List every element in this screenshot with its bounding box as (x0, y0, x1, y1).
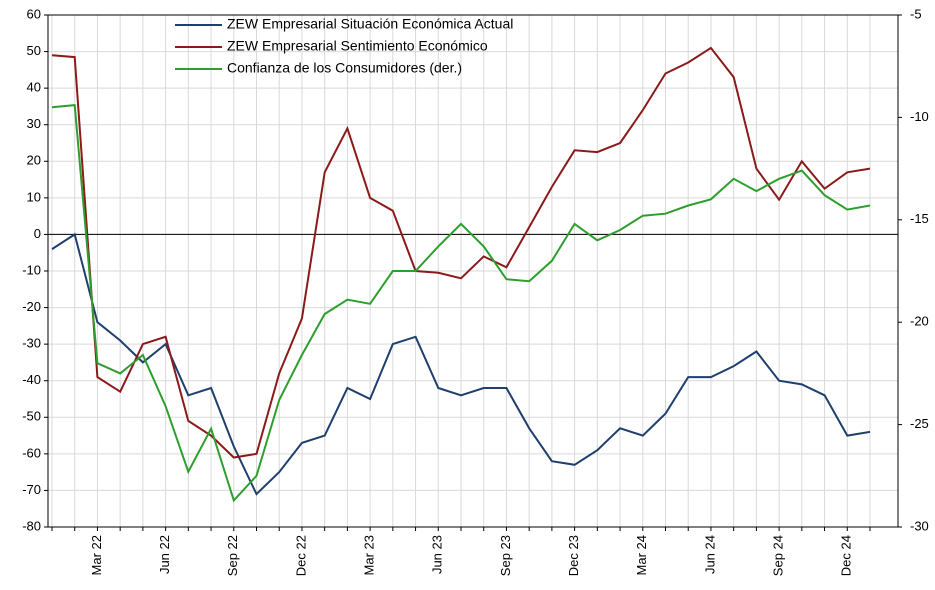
y-tick-label: 10 (27, 189, 41, 204)
y2-tick-label: -5 (910, 6, 922, 21)
y2-tick-label: -25 (910, 416, 929, 431)
legend-label: ZEW Empresarial Situación Económica Actu… (227, 16, 513, 32)
x-tick-label: Mar 24 (634, 535, 649, 575)
y-tick-label: -20 (22, 299, 41, 314)
x-tick-label: Sep 23 (498, 535, 513, 576)
legend-label: ZEW Empresarial Sentimiento Económico (227, 38, 488, 54)
x-tick-label: Mar 23 (362, 535, 377, 575)
y-tick-label: -80 (22, 518, 41, 533)
y-tick-label: 20 (27, 153, 41, 168)
y2-tick-label: -10 (910, 109, 929, 124)
x-tick-label: Jun 22 (157, 535, 172, 574)
y2-tick-label: -15 (910, 211, 929, 226)
x-tick-label: Sep 22 (225, 535, 240, 576)
plot-frame (47, 14, 899, 528)
y-tick-label: 60 (27, 6, 41, 21)
legend-label: Confianza de los Consumidores (der.) (227, 60, 462, 76)
x-tick-label: Jun 23 (430, 535, 445, 574)
y-tick-label: 40 (27, 80, 41, 95)
series-line (51, 232, 871, 496)
y-tick-label: -30 (22, 336, 41, 351)
x-tick-label: Mar 22 (89, 535, 104, 575)
x-tick-label: Dec 23 (566, 535, 581, 576)
y-tick-label: -50 (22, 409, 41, 424)
y-tick-label: -10 (22, 262, 41, 277)
y-tick-label: 30 (27, 116, 41, 131)
y-tick-label: -60 (22, 445, 41, 460)
y-tick-label: 0 (34, 226, 41, 241)
x-tick-label: Dec 22 (293, 535, 308, 576)
y2-tick-label: -20 (910, 314, 929, 329)
x-tick-label: Dec 24 (839, 535, 854, 576)
y-tick-label: -40 (22, 372, 41, 387)
x-tick-label: Jun 24 (702, 535, 717, 574)
x-tick-label: Sep 24 (771, 535, 786, 576)
y2-tick-label: -30 (910, 518, 929, 533)
y-tick-label: 50 (27, 43, 41, 58)
series-line (51, 46, 871, 459)
y-tick-label: -70 (22, 482, 41, 497)
series-line (51, 104, 871, 503)
